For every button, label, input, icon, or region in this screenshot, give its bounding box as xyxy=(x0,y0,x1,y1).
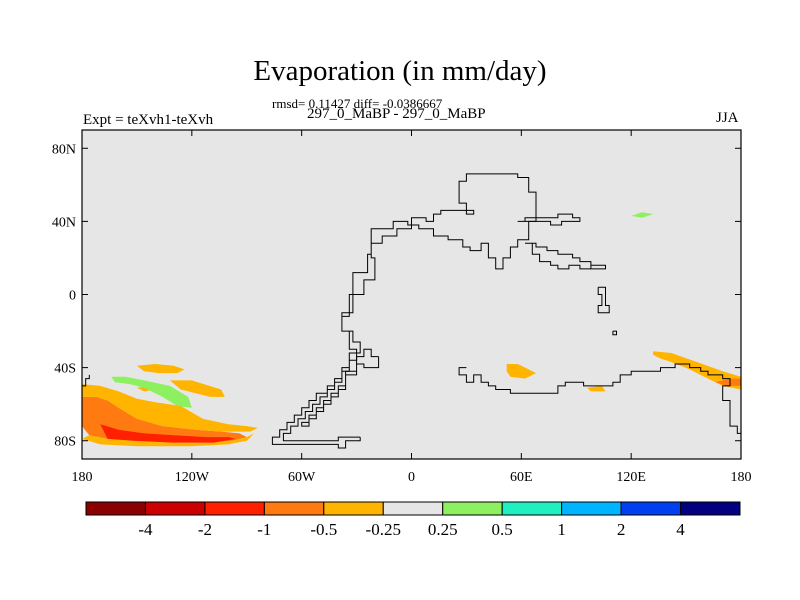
coastline xyxy=(271,173,537,449)
shaded-region xyxy=(653,351,741,390)
experiment-label: Expt = teXvh1-teXvh xyxy=(83,112,214,128)
shaded-region xyxy=(169,380,225,397)
colorbar-swatch xyxy=(263,501,325,516)
shaded-region xyxy=(82,433,255,447)
colorbar: -4 -2 -1 -0.5 -0.25 0.25 0.5 1 2 4 xyxy=(85,501,741,539)
axis-layer: 180 120W 60W 0 60E 120E 180 80N 40N 0 40S 80S xyxy=(52,130,752,485)
case-line: 297_0_MaBP - 297_0_MaBP xyxy=(307,106,486,122)
colorbar-label: 0.5 xyxy=(492,520,513,539)
coastline xyxy=(458,363,741,434)
shaded-region xyxy=(506,364,536,379)
stats-line: rmsd= 0.11427 diff= -0.0386667 xyxy=(272,96,443,111)
colorbar-label: 4 xyxy=(676,520,685,539)
coastline xyxy=(597,286,610,314)
colorbar-swatch xyxy=(382,501,444,516)
shaded-region xyxy=(631,212,654,218)
colorbar-label: -1 xyxy=(257,520,271,539)
colorbar-swatch xyxy=(620,501,682,516)
shaded-region xyxy=(587,385,606,392)
map-layer xyxy=(81,129,742,460)
x-tick-label: 60E xyxy=(510,470,533,485)
shaded-region xyxy=(111,376,192,408)
shaded-region xyxy=(82,384,258,432)
y-tick-label: 80S xyxy=(54,435,76,450)
colorbar-swatch xyxy=(144,501,206,516)
shaded-region xyxy=(100,424,236,443)
colorbar-swatch xyxy=(204,501,265,516)
coastline xyxy=(612,330,617,336)
colorbar-swatch xyxy=(323,501,384,516)
shaded-region xyxy=(715,378,741,386)
y-tick-label: 0 xyxy=(69,289,76,304)
x-tick-label: 0 xyxy=(408,470,415,485)
colorbar-label: -0.5 xyxy=(310,520,337,539)
colorbar-label: -2 xyxy=(198,520,212,539)
y-tick-label: 40N xyxy=(52,215,76,230)
coastline xyxy=(517,213,581,226)
x-tick-label: 180 xyxy=(72,470,93,485)
colorbar-label: 1 xyxy=(557,520,566,539)
coastline xyxy=(356,348,380,369)
y-tick-label: 40S xyxy=(54,362,76,377)
shaded-region xyxy=(136,364,185,374)
x-tick-label: 120W xyxy=(175,470,210,485)
colorbar-swatch xyxy=(680,501,741,516)
x-tick-label: 180 xyxy=(731,470,752,485)
x-tick-label: 60W xyxy=(288,470,316,485)
chart-title: Evaporation (in mm/day) xyxy=(253,55,547,87)
coastline xyxy=(525,242,606,270)
colorbar-label: 0.25 xyxy=(428,520,458,539)
colorbar-swatch xyxy=(85,501,146,516)
colorbar-swatch xyxy=(561,501,622,516)
colorbar-label: -4 xyxy=(138,520,153,539)
coastline xyxy=(82,374,90,387)
colorbar-swatch xyxy=(501,501,563,516)
y-tick-label: 80N xyxy=(52,142,76,157)
season-label: JJA xyxy=(716,110,739,126)
x-tick-label: 120E xyxy=(616,470,646,485)
colorbar-label: 2 xyxy=(617,520,626,539)
colorbar-label: -0.25 xyxy=(366,520,401,539)
map-background xyxy=(82,130,741,459)
colorbar-swatch xyxy=(442,501,503,516)
coastline xyxy=(301,363,361,427)
